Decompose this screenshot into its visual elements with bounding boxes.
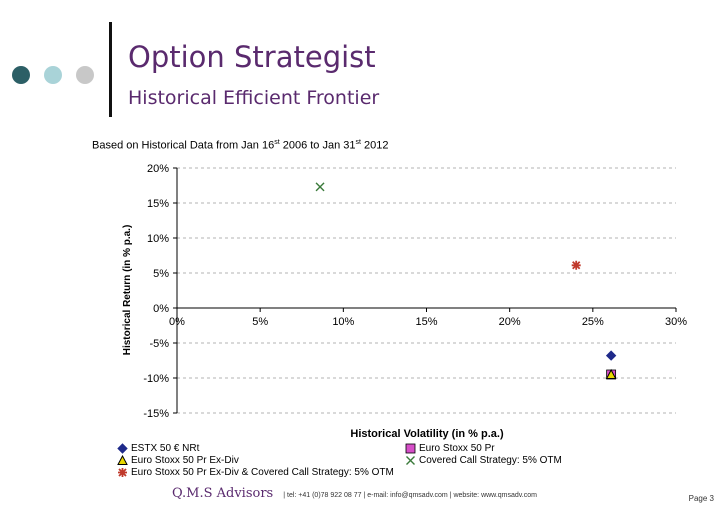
legend-symbol <box>118 468 127 477</box>
legend-symbol <box>117 443 128 454</box>
footer-contact: | tel: +41 (0)78 922 08 77 | e-mail: inf… <box>283 492 537 499</box>
y-tick-label: -15% <box>143 408 169 420</box>
legend-label: Covered Call Strategy: 5% OTM <box>419 455 562 466</box>
x-tick-label: 30% <box>665 316 687 328</box>
axes: 20%15%10%5%0%-5%-10%-15%0% 5% 10% 15% 20% 25%… <box>143 163 687 420</box>
legend-item: Euro Stoxx 50 Pr <box>405 443 495 454</box>
x-axis-label: Historical Volatility (in % p.a.) <box>350 428 504 440</box>
x-tick-label: 5% <box>252 316 268 328</box>
note-suffix: 2012 <box>360 139 389 152</box>
page-title: Option Strategist <box>128 40 376 74</box>
data-point-x <box>315 182 325 192</box>
legend-item: Covered Call Strategy: 5% OTM <box>405 455 562 466</box>
data-point-diamond <box>605 350 617 361</box>
legend-marker <box>405 443 416 454</box>
x-tick-label: 15% <box>415 316 437 328</box>
legend-marker <box>118 468 127 477</box>
legend-marker <box>117 443 128 454</box>
header-divider <box>109 22 112 117</box>
data-markers <box>315 182 617 380</box>
data-point-triangle <box>605 368 617 379</box>
legend-label: Euro Stoxx 50 Pr Ex-Div <box>131 455 239 466</box>
legend-symbol <box>405 443 416 454</box>
header-dot-3 <box>76 66 94 84</box>
x-tick-label: 10% <box>332 316 354 328</box>
y-tick-label: 15% <box>147 198 169 210</box>
note-sup-1: st <box>274 139 280 146</box>
legend-item: ESTX 50 € NRt <box>117 443 199 454</box>
legend-label: Euro Stoxx 50 Pr <box>419 443 495 454</box>
x-tick-label: 20% <box>499 316 521 328</box>
y-tick-label: 20% <box>147 163 169 175</box>
x-tick-label: 25% <box>582 316 604 328</box>
x-tick-label: 0% <box>169 316 185 328</box>
y-tick-label: -5% <box>149 338 169 350</box>
note-middle: 2006 to Jan 31 <box>279 139 356 152</box>
legend-label: ESTX 50 € NRt <box>131 443 200 454</box>
legend-marker <box>117 455 128 465</box>
y-axis-label: Historical Return (in % p.a.) <box>122 225 133 356</box>
header-dot-1 <box>12 66 30 84</box>
legend-marker <box>406 456 415 465</box>
legend-item: Euro Stoxx 50 Pr Ex-Div & Covered Call S… <box>117 467 394 478</box>
legend-label: Euro Stoxx 50 Pr Ex-Div & Covered Call S… <box>131 467 394 478</box>
grid-lines <box>177 167 676 414</box>
footer-brand: Q.M.S Advisors <box>172 486 274 501</box>
y-tick-label: -10% <box>143 373 169 385</box>
y-tick-label: 5% <box>153 268 169 280</box>
legend-item: Euro Stoxx 50 Pr Ex-Div <box>117 455 239 466</box>
page-number: Page 3 <box>688 494 714 503</box>
header-dot-2 <box>44 66 62 84</box>
y-tick-label: 10% <box>147 233 169 245</box>
page-subtitle: Historical Efficient Frontier <box>128 87 380 109</box>
legend-symbol <box>117 455 128 465</box>
data-point-asterisk <box>571 260 581 270</box>
note-prefix: Based on Historical Data from Jan 16 <box>92 139 275 152</box>
data-period-note: Based on Historical Data from Jan 16st 2… <box>92 139 388 152</box>
footer: Q.M.S Advisors | tel: +41 (0)78 922 08 7… <box>172 486 537 501</box>
note-sup-2: st <box>355 139 361 146</box>
legend-symbol <box>406 456 415 465</box>
y-tick-label: 0% <box>153 303 169 315</box>
